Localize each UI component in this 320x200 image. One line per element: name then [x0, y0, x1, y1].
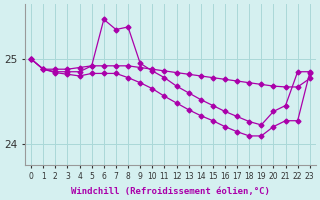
- X-axis label: Windchill (Refroidissement éolien,°C): Windchill (Refroidissement éolien,°C): [71, 187, 270, 196]
